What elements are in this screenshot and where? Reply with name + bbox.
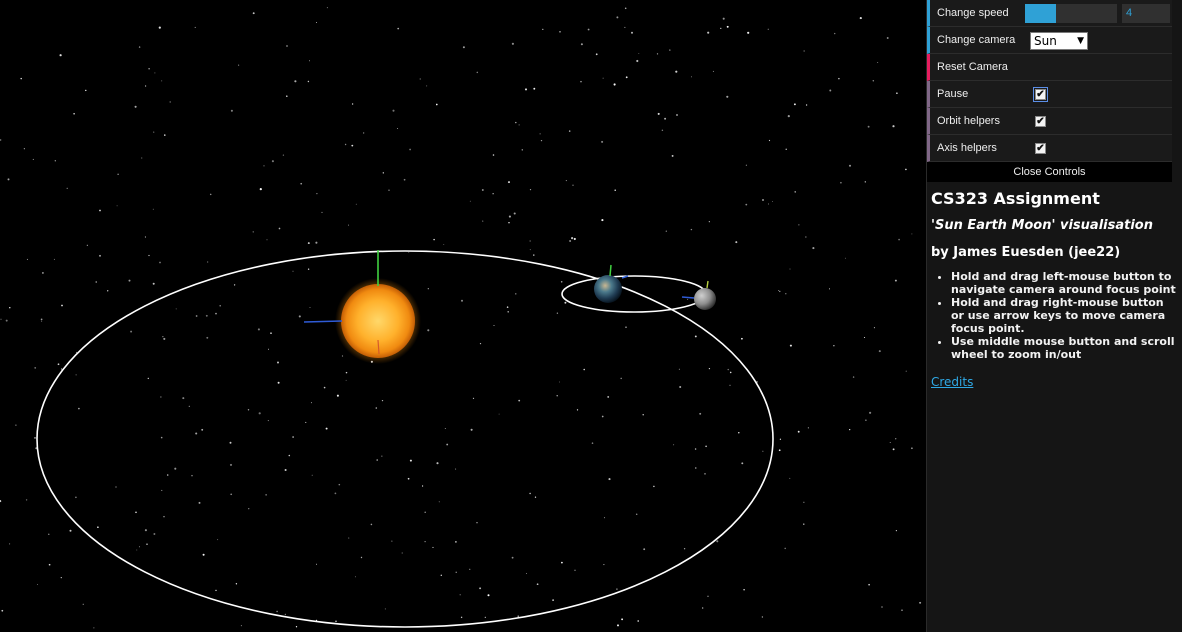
pause-control: Pause ✔ [927, 81, 1172, 108]
check-icon: ✔ [1036, 89, 1045, 100]
speed-label: Change speed [937, 7, 1009, 19]
sun-z-axis-helper [303, 320, 343, 323]
earth-sphere [594, 275, 622, 303]
list-item: Use middle mouse button and scroll wheel… [951, 335, 1176, 361]
earth-y-axis-helper [609, 264, 612, 277]
orbit-helpers-checkbox[interactable]: ✔ [1035, 116, 1046, 127]
solar-system-viewport[interactable] [0, 0, 926, 632]
check-icon: ✔ [1036, 116, 1045, 127]
author: by James Euesden (jee22) [931, 245, 1121, 260]
speed-control: Change speed 4 [927, 0, 1172, 27]
speed-input[interactable]: 4 [1122, 4, 1170, 23]
moon-z-axis-helper [681, 296, 695, 299]
camera-select-value: Sun [1034, 34, 1057, 48]
camera-control: Change camera Sun ▼ [927, 27, 1172, 54]
earth[interactable] [594, 264, 629, 303]
reset-camera-button[interactable]: Reset Camera [927, 54, 1172, 81]
pause-checkbox[interactable]: ✔ [1033, 87, 1048, 102]
speed-slider[interactable] [1025, 4, 1117, 23]
page-title: CS323 Assignment [931, 189, 1100, 208]
starfield [0, 7, 922, 629]
moon[interactable] [681, 280, 716, 310]
speed-slider-fill [1025, 4, 1057, 23]
scene-canvas[interactable] [0, 0, 926, 632]
controls-panel: Change speed 4 Change camera Sun ▼ Reset… [927, 0, 1172, 182]
instructions-list: Hold and drag left-mouse button to navig… [931, 270, 1176, 361]
credits-link[interactable]: Credits [931, 375, 974, 389]
axis-helpers-label: Axis helpers [937, 142, 997, 154]
sun-x-axis-helper [377, 339, 380, 355]
list-item: Hold and drag right-mouse button or use … [951, 296, 1176, 335]
triangle-down-icon: ▼ [1077, 36, 1084, 46]
pause-label: Pause [937, 88, 969, 100]
right-panel: Change speed 4 Change camera Sun ▼ Reset… [926, 0, 1182, 632]
axis-helpers-control: Axis helpers ✔ [927, 135, 1172, 162]
moon-y-axis-helper [706, 280, 709, 289]
orbit-helpers-label: Orbit helpers [937, 115, 1000, 127]
close-controls-button[interactable]: Close Controls [927, 162, 1172, 182]
subtitle: 'Sun Earth Moon' visualisation [931, 218, 1153, 233]
moon-orbit-helper [561, 275, 707, 313]
sun[interactable] [303, 250, 421, 364]
sun-sphere [341, 284, 415, 358]
moon-sphere [694, 288, 716, 310]
camera-label: Change camera [937, 34, 1016, 46]
info-section: CS323 Assignment 'Sun Earth Moon' visual… [927, 182, 1182, 390]
axis-helpers-checkbox[interactable]: ✔ [1035, 143, 1046, 154]
list-item: Hold and drag left-mouse button to navig… [951, 270, 1176, 296]
reset-camera-label: Reset Camera [937, 61, 1008, 73]
camera-select[interactable]: Sun ▼ [1030, 32, 1088, 50]
orbit-helpers-control: Orbit helpers ✔ [927, 108, 1172, 135]
check-icon: ✔ [1036, 143, 1045, 154]
earth-orbit-helper [36, 250, 774, 628]
earth-z-axis-helper [621, 275, 629, 279]
